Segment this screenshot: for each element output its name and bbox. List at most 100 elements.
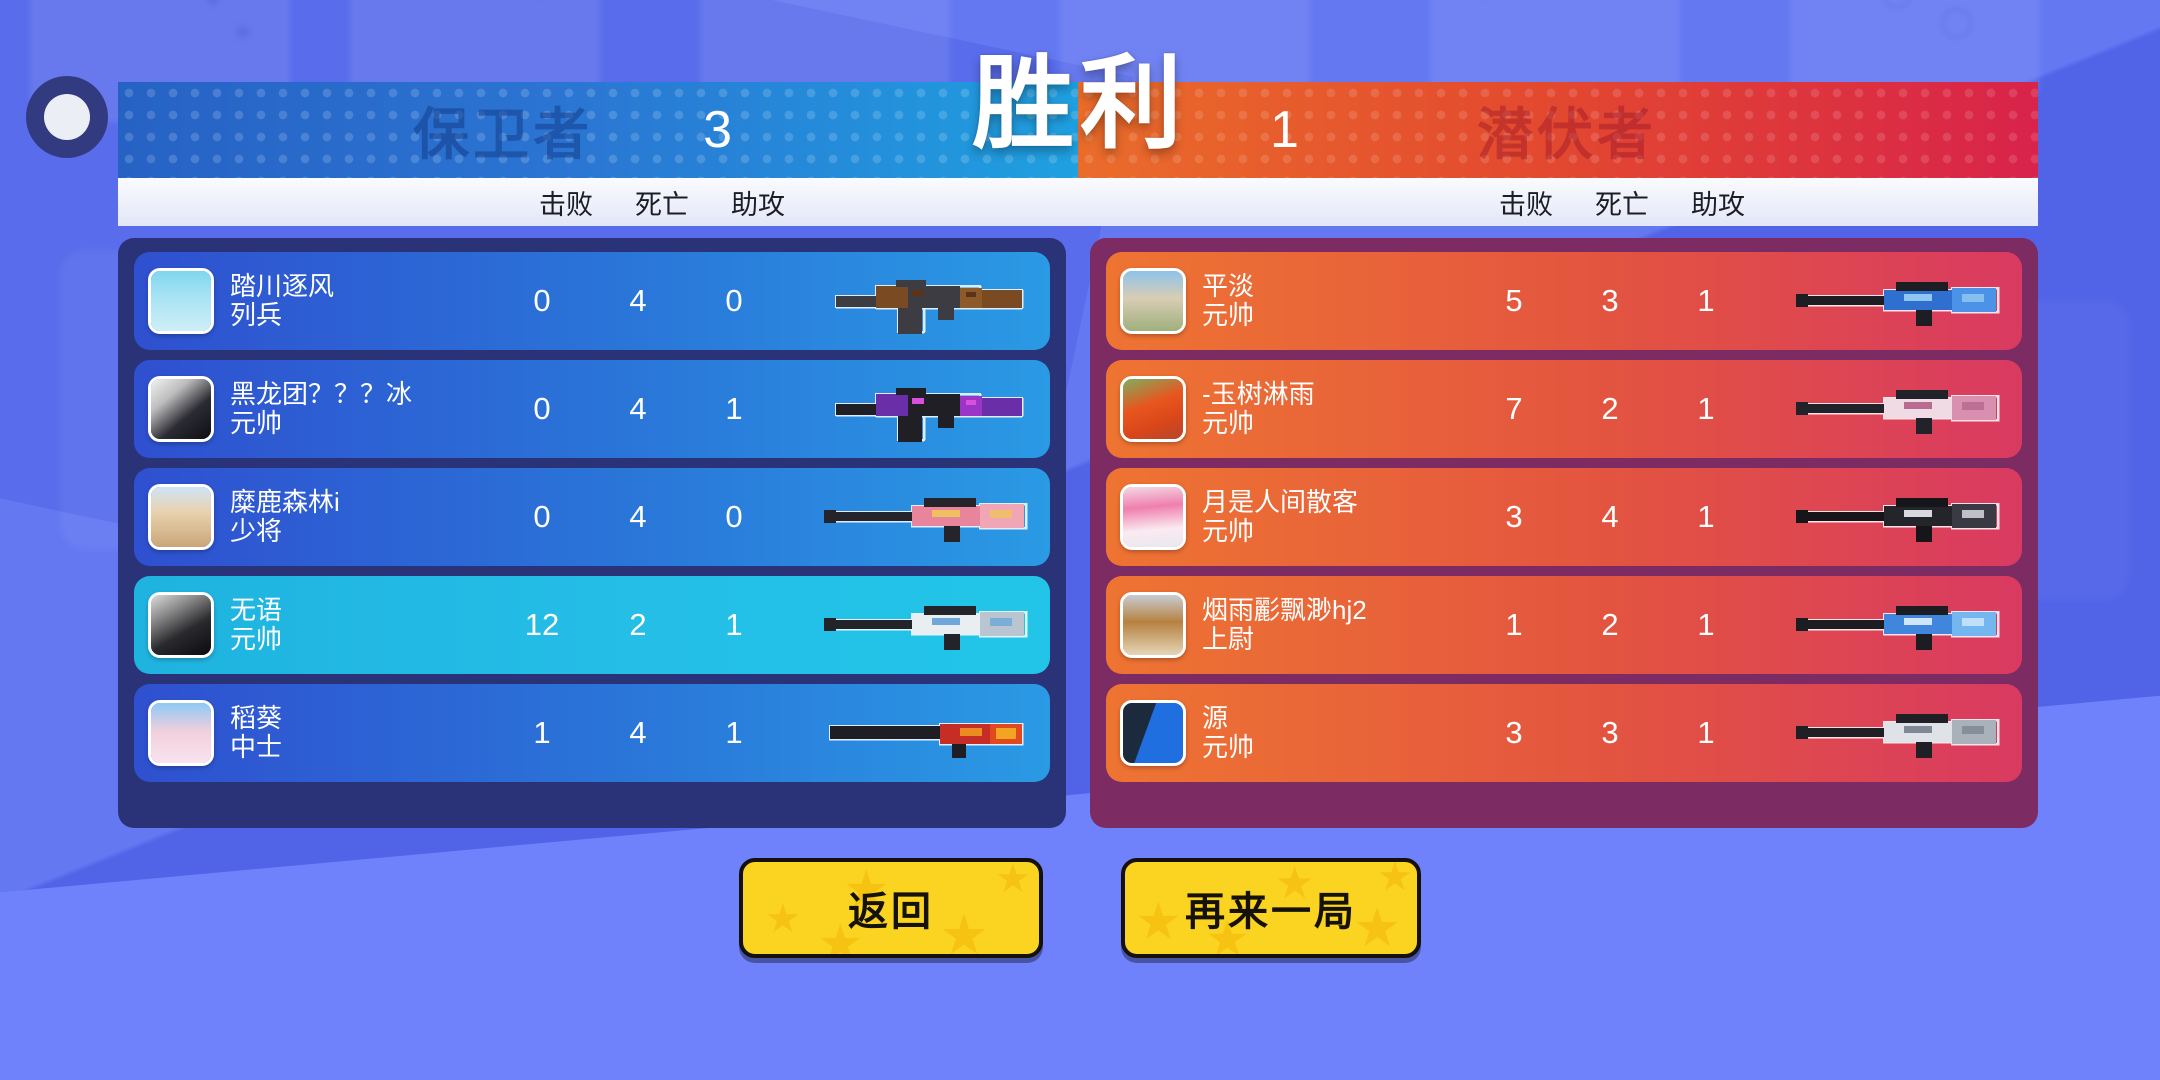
- player-row[interactable]: 黑龙团？？？冰 元帅 0 4 1: [134, 360, 1050, 458]
- team-panel-blue: 踏川逐风 列兵 0 4 0 黑龙团？？？冰 元帅 0 4 1: [118, 238, 1066, 828]
- stat-kills: 1: [533, 715, 551, 750]
- avatar: [1120, 376, 1186, 442]
- stat-deaths: 4: [629, 391, 647, 426]
- avatar: [148, 268, 214, 334]
- avatar-image: [1123, 379, 1183, 439]
- player-stats: 1 2 1: [1466, 607, 1754, 643]
- stat-kills: 0: [533, 499, 551, 534]
- stat-deaths: 4: [1601, 499, 1619, 534]
- column-kills-left: 击败: [539, 189, 593, 220]
- stat-kills: 3: [1505, 715, 1523, 750]
- stat-assists: 1: [1697, 607, 1715, 642]
- player-stats: 3 4 1: [1466, 499, 1754, 535]
- player-row[interactable]: 踏川逐风 列兵 0 4 0: [134, 252, 1050, 350]
- weapon-icon: [1792, 374, 2008, 444]
- avatar-image: [151, 379, 211, 439]
- player-row[interactable]: 源元帅 3 3 1: [1106, 684, 2022, 782]
- team-panel-red: 平淡 元帅 5 3 1 -玉树淋雨 元帅 7 2 1 月是人间散客 元帅 3 4 1: [1090, 238, 2038, 828]
- team-name-red: 潜伏者: [1476, 102, 1657, 166]
- player-stats: 12 2 1: [494, 607, 782, 643]
- column-assists-right: 助攻: [1691, 189, 1745, 220]
- scoreboard-panels: 踏川逐风 列兵 0 4 0 黑龙团？？？冰 元帅 0 4 1: [118, 238, 2038, 828]
- stat-kills: 0: [533, 391, 551, 426]
- player-stats: 1 4 1: [494, 715, 782, 751]
- player-identity: 稻葵 中士: [230, 703, 490, 762]
- avatar-image: [151, 703, 211, 763]
- player-rank: 元帅: [1202, 300, 1255, 330]
- player-identity: 烟雨彲飘渺hj2 上尉: [1202, 595, 1462, 654]
- avatar: [1120, 700, 1186, 766]
- weapon-icon: [820, 374, 1036, 444]
- star-pattern-again: ★ ★ ★ ★ ★: [1135, 858, 1413, 958]
- player-name: 月是人间散客: [1202, 486, 1359, 517]
- player-identity: 源元帅: [1202, 703, 1462, 762]
- player-row[interactable]: 稻葵 中士 1 4 1: [134, 684, 1050, 782]
- avatar-image: [151, 487, 211, 547]
- avatar: [148, 484, 214, 550]
- play-again-button[interactable]: ★ ★ ★ ★ ★ 再来一局: [1121, 858, 1421, 958]
- avatar-image: [1123, 703, 1183, 763]
- stats-header-right: 击败 死亡 助攻: [1078, 178, 2038, 226]
- stat-deaths: 4: [629, 715, 647, 750]
- stat-assists: 1: [725, 607, 743, 642]
- team-band-red: 1 潜伏者: [1078, 82, 2038, 178]
- avatar-image: [1123, 595, 1183, 655]
- player-name: 踏川逐风: [230, 270, 335, 301]
- player-name: 平淡: [1202, 270, 1255, 301]
- weapon-icon: [820, 266, 1036, 336]
- stat-assists: 1: [725, 715, 743, 750]
- stat-deaths: 3: [1601, 283, 1619, 318]
- stat-assists: 0: [725, 499, 743, 534]
- avatar: [148, 376, 214, 442]
- stat-assists: 1: [1697, 391, 1715, 426]
- stat-kills: 1: [1505, 607, 1523, 642]
- weapon-icon: [1792, 482, 2008, 552]
- player-name: 黑龙团？？？冰: [230, 378, 413, 409]
- record-circle-icon[interactable]: [26, 76, 108, 158]
- team-name-blue: 保卫者: [413, 102, 594, 166]
- avatar: [1120, 268, 1186, 334]
- back-button[interactable]: ★ ★ ★ ★ ★ 返回: [739, 858, 1043, 958]
- player-name: -玉树淋雨: [1202, 378, 1315, 409]
- player-row[interactable]: 平淡 元帅 5 3 1: [1106, 252, 2022, 350]
- stat-deaths: 4: [629, 283, 647, 318]
- column-assists-left: 助攻: [731, 189, 785, 220]
- column-deaths-left: 死亡: [635, 189, 689, 220]
- player-identity: 糜鹿森林i 少将: [230, 486, 490, 546]
- player-name: 无语: [230, 594, 283, 625]
- player-row[interactable]: 糜鹿森林i 少将 0 4 0: [134, 468, 1050, 566]
- halftone-dots-red: [1078, 82, 2038, 178]
- player-row[interactable]: 无语 元帅 12 2 1: [134, 576, 1050, 674]
- stat-kills: 0: [533, 283, 551, 318]
- player-name: 糜鹿森林i: [230, 486, 340, 517]
- action-buttons: ★ ★ ★ ★ ★ 返回 ★ ★ ★ ★ ★ 再来一局: [0, 858, 2160, 958]
- player-identity: 月是人间散客 元帅: [1202, 486, 1462, 546]
- stat-assists: 0: [725, 283, 743, 318]
- player-identity: 黑龙团？？？冰 元帅: [230, 378, 490, 438]
- stat-deaths: 3: [1601, 715, 1619, 750]
- player-stats: 0 4 1: [494, 391, 782, 427]
- avatar-image: [151, 271, 211, 331]
- avatar: [148, 700, 214, 766]
- player-row[interactable]: 烟雨彲飘渺hj2 上尉 1 2 1: [1106, 576, 2022, 674]
- stat-assists: 1: [1697, 499, 1715, 534]
- player-identity: -玉树淋雨 元帅: [1202, 378, 1462, 438]
- player-stats: 3 3 1: [1466, 715, 1754, 751]
- play-again-button-label: 再来一局: [1185, 890, 1357, 934]
- stat-assists: 1: [1697, 715, 1715, 750]
- player-stats: 0 4 0: [494, 283, 782, 319]
- stat-kills: 12: [524, 607, 560, 642]
- player-stats: 7 2 1: [1466, 391, 1754, 427]
- team-band-blue: 保卫者 3: [118, 82, 1078, 178]
- player-rank: 元帅: [1202, 408, 1255, 438]
- stat-deaths: 2: [629, 607, 647, 642]
- player-identity: 平淡 元帅: [1202, 270, 1462, 330]
- player-row[interactable]: -玉树淋雨 元帅 7 2 1: [1106, 360, 2022, 458]
- player-rank: 元帅: [230, 408, 283, 438]
- stat-kills: 5: [1505, 283, 1523, 318]
- player-row[interactable]: 月是人间散客 元帅 3 4 1: [1106, 468, 2022, 566]
- stats-column-header: 击败 死亡 助攻 击败 死亡 助攻: [118, 178, 2038, 226]
- star-pattern-back: ★ ★ ★ ★ ★: [765, 858, 1031, 958]
- avatar: [1120, 484, 1186, 550]
- avatar: [148, 592, 214, 658]
